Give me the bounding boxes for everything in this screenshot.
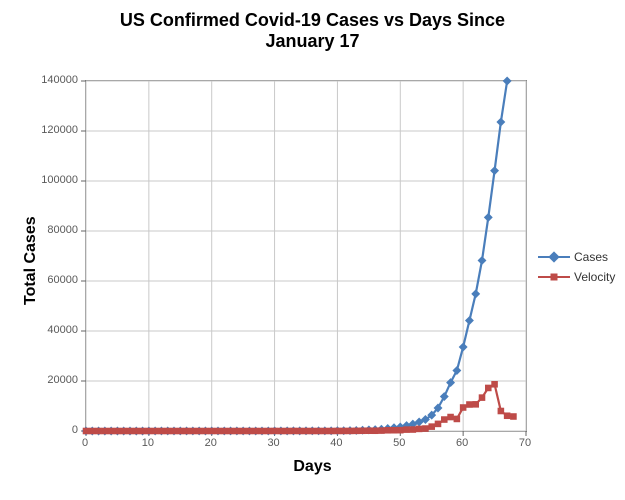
title-line2: January 17 (265, 31, 359, 51)
xtick-label: 40 (326, 437, 346, 449)
ytick-label: 0 (72, 424, 78, 436)
xtick-label: 20 (201, 437, 221, 449)
legend-label: Cases (574, 250, 608, 264)
xtick-label: 30 (264, 437, 284, 449)
x-axis-label: Days (0, 458, 625, 476)
xtick-label: 70 (515, 437, 535, 449)
ytick-label: 40000 (47, 324, 78, 336)
legend-line-icon (538, 256, 570, 258)
xtick-label: 10 (138, 437, 158, 449)
ytick-label: 20000 (47, 374, 78, 386)
legend-line-icon (538, 276, 570, 278)
chart-title: US Confirmed Covid-19 Cases vs Days Sinc… (0, 10, 625, 52)
legend-label: Velocity (574, 270, 615, 284)
plot-svg (86, 81, 526, 431)
xtick-label: 60 (452, 437, 472, 449)
ytick-label: 60000 (47, 274, 78, 286)
plot-area (85, 80, 527, 432)
ytick-label: 80000 (47, 224, 78, 236)
ytick-label: 100000 (41, 174, 78, 186)
title-line1: US Confirmed Covid-19 Cases vs Days Sinc… (120, 10, 505, 30)
legend-item-cases: Cases (538, 250, 615, 264)
ytick-label: 140000 (41, 74, 78, 86)
legend-marker-icon (548, 251, 559, 262)
legend: Cases Velocity (538, 250, 615, 290)
y-axis-label: Total Cases (22, 216, 40, 305)
xtick-label: 0 (75, 437, 95, 449)
legend-item-velocity: Velocity (538, 270, 615, 284)
xtick-label: 50 (389, 437, 409, 449)
ytick-label: 120000 (41, 124, 78, 136)
legend-marker-icon (551, 274, 558, 281)
chart-frame: US Confirmed Covid-19 Cases vs Days Sinc… (0, 0, 625, 500)
